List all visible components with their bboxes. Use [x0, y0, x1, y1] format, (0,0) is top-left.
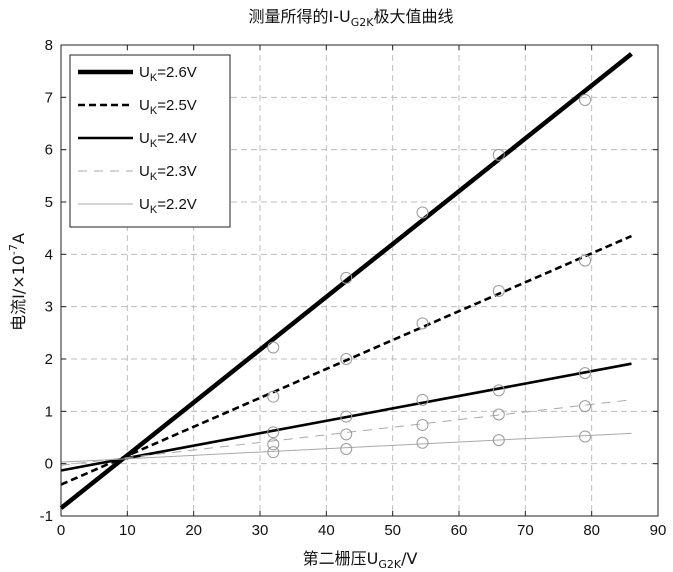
- plot-frame: [60, 44, 659, 517]
- x-tick-label: 60: [451, 522, 468, 539]
- series-line-2: [60, 362, 632, 472]
- legend-label-4: UK=2.2V: [139, 196, 197, 216]
- data-point-3-2: [416, 418, 429, 431]
- data-point-3-0: [267, 438, 280, 451]
- x-tick-label: 20: [185, 522, 202, 539]
- grid-lines: [61, 45, 658, 516]
- data-point-0-1: [340, 271, 353, 284]
- data-point-1-2: [416, 317, 429, 330]
- y-tick-label: 1: [45, 403, 53, 420]
- data-point-4-0: [267, 446, 280, 459]
- legend-label-3: UK=2.3V: [139, 163, 197, 183]
- x-tick-label: 50: [384, 522, 401, 539]
- x-axis-label: 第二栅压UG2K/V: [303, 549, 418, 571]
- data-point-4-1: [340, 443, 353, 456]
- y-tick-label: 7: [45, 89, 53, 106]
- chart-title: 测量所得的I-UG2K极大值曲线: [249, 7, 454, 29]
- y-tick-label: 3: [45, 299, 53, 316]
- x-tick-label: 40: [318, 522, 335, 539]
- data-point-2-2: [416, 393, 429, 406]
- data-point-4-4: [579, 430, 592, 443]
- series-line-0: [59, 52, 633, 510]
- data-point-2-3: [492, 384, 505, 397]
- x-tick-label: 80: [583, 522, 600, 539]
- y-tick-label: 4: [45, 246, 53, 263]
- series-line-4: [60, 432, 632, 463]
- legend: UK=2.6V UK=2.5V UK=2.4V UK=2.3V UK=2.2V: [69, 54, 231, 228]
- y-tick-label: -1: [40, 508, 53, 525]
- data-point-4-3: [492, 434, 505, 447]
- x-tick-label: 90: [650, 522, 667, 539]
- y-axis-label: 电流I/×10-7A: [7, 233, 28, 331]
- data-point-2-1: [340, 410, 353, 423]
- legend-box: [69, 54, 231, 228]
- data-point-3-3: [492, 408, 505, 421]
- data-point-4-2: [416, 436, 429, 449]
- data-point-2-4: [579, 367, 592, 380]
- data-point-3-1: [340, 428, 353, 441]
- series-line-1: [60, 234, 632, 486]
- y-tick-label: 6: [45, 142, 53, 159]
- data-point-1-4: [579, 254, 592, 267]
- data-point-0-0: [267, 341, 280, 354]
- legend-label-1: UK=2.5V: [139, 97, 197, 117]
- data-point-1-1: [340, 353, 353, 365]
- data-point-0-3: [492, 148, 505, 161]
- series-points: [267, 93, 592, 459]
- y-tick-label: 8: [45, 37, 53, 54]
- data-point-0-4: [579, 93, 592, 106]
- data-point-0-2: [416, 206, 429, 219]
- y-tick-label: 0: [45, 456, 53, 473]
- legend-label-2: UK=2.4V: [139, 130, 197, 150]
- y-tick-label: 5: [45, 194, 53, 211]
- x-tick-label: 70: [517, 522, 534, 539]
- data-point-1-0: [267, 390, 280, 403]
- y-tick-label: 2: [45, 351, 53, 368]
- x-tick-label: 10: [119, 522, 136, 539]
- series-lines: [59, 52, 633, 510]
- data-point-2-0: [267, 426, 280, 439]
- x-tick-label: 30: [252, 522, 269, 539]
- x-tick-label: 0: [57, 522, 65, 539]
- data-point-3-4: [579, 400, 592, 413]
- data-point-1-3: [492, 284, 505, 297]
- legend-label-0: UK=2.6V: [139, 64, 197, 84]
